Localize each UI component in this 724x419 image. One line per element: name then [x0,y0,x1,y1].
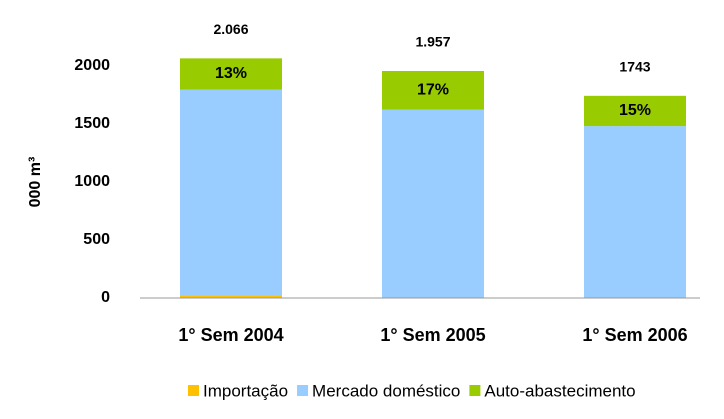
legend-label: Importação [203,381,288,400]
legend-label: Mercado doméstico [312,381,460,400]
y-tick-label: 0 [101,289,110,306]
legend-label: Auto-abastecimento [484,381,635,400]
share-label: 17% [417,82,449,99]
bar-segment [584,126,686,298]
bar-segment [180,89,282,296]
y-tick-label: 500 [83,231,110,248]
total-label: 1743 [619,59,650,75]
bar-segment [180,295,282,298]
bar-segment [180,58,282,90]
bar-segment [584,95,686,127]
legend-swatch [469,385,481,396]
y-tick-label: 1000 [74,173,110,190]
x-tick-label: 1° Sem 2006 [582,325,687,345]
y-tick-label: 2000 [74,57,110,74]
legend-swatch [188,385,199,396]
y-axis-label: 000 m³ [27,157,44,208]
bar-segment [382,70,484,110]
y-tick-label: 1500 [74,115,110,132]
x-tick-label: 1° Sem 2005 [380,325,485,345]
total-label: 2.066 [213,21,248,37]
total-label: 1.957 [415,34,450,50]
legend-swatch [297,385,309,396]
bar-segment [382,109,484,298]
share-label: 15% [619,102,651,119]
share-label: 13% [215,65,247,82]
x-tick-label: 1° Sem 2004 [178,325,283,345]
